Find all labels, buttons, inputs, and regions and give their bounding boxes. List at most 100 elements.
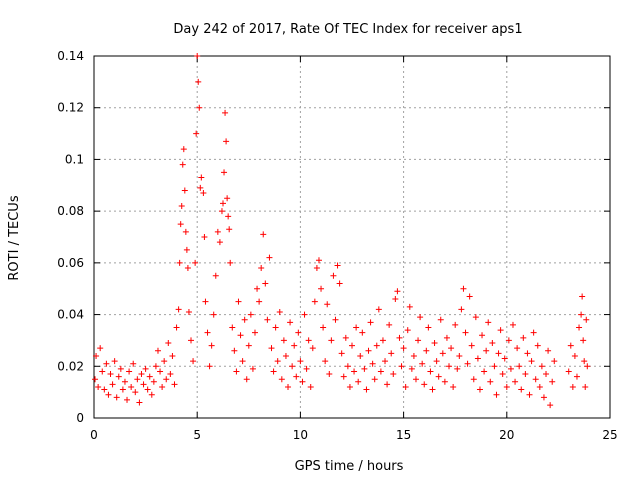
data-point [322, 358, 329, 365]
data-point [481, 368, 488, 375]
data-point [441, 378, 448, 385]
data-point [479, 332, 486, 339]
data-point [260, 231, 267, 238]
data-point [222, 109, 229, 116]
data-point [392, 296, 399, 303]
data-point [218, 208, 225, 215]
data-point [460, 285, 467, 292]
data-point [346, 383, 353, 390]
data-point [276, 308, 283, 315]
grid-lines [94, 56, 610, 418]
x-tick-label: 0 [90, 428, 98, 442]
data-point [171, 381, 178, 388]
data-point [569, 383, 576, 390]
data-point [132, 389, 139, 396]
data-point [377, 368, 384, 375]
data-point [204, 329, 211, 336]
data-point [216, 239, 223, 246]
data-point [489, 340, 496, 347]
data-point [382, 358, 389, 365]
data-point [245, 342, 252, 349]
data-point [462, 329, 469, 336]
data-point [241, 316, 248, 323]
data-point [579, 293, 586, 300]
data-point [582, 383, 589, 390]
data-point [184, 265, 191, 272]
data-point [446, 363, 453, 370]
data-point [384, 381, 391, 388]
data-point [320, 324, 327, 331]
data-point [223, 138, 230, 145]
data-point [157, 368, 164, 375]
data-point [530, 329, 537, 336]
data-point [225, 213, 232, 220]
data-point [332, 316, 339, 323]
data-point [576, 324, 583, 331]
data-points [92, 53, 591, 409]
data-point [406, 303, 413, 310]
data-point [163, 376, 170, 383]
y-tick-label: 0.1 [65, 152, 84, 166]
data-point [464, 360, 471, 367]
data-point [198, 174, 205, 181]
data-point [485, 319, 492, 326]
data-point [518, 386, 525, 393]
data-point [318, 285, 325, 292]
data-point [375, 306, 382, 313]
data-point [487, 378, 494, 385]
data-point [415, 337, 422, 344]
data-point [412, 376, 419, 383]
data-point [124, 396, 131, 403]
data-point [107, 371, 114, 378]
data-point [103, 360, 110, 367]
data-point [545, 347, 552, 354]
data-point [495, 350, 502, 357]
data-point [512, 378, 519, 385]
data-point [214, 228, 221, 235]
data-point [206, 363, 213, 370]
data-point [254, 285, 261, 292]
data-point [297, 358, 304, 365]
data-point [433, 358, 440, 365]
x-tick-label: 25 [602, 428, 617, 442]
data-point [363, 386, 370, 393]
data-point [161, 358, 168, 365]
data-point [369, 360, 376, 367]
data-point [220, 200, 226, 207]
data-point [109, 381, 116, 388]
data-point [394, 288, 401, 295]
data-point [293, 373, 300, 380]
data-point [340, 373, 347, 380]
data-point [280, 337, 287, 344]
data-point [476, 386, 483, 393]
data-point [289, 363, 296, 370]
data-point [583, 316, 590, 323]
data-point [421, 381, 428, 388]
data-point [388, 350, 395, 357]
data-point [194, 53, 201, 59]
data-point [256, 298, 263, 305]
data-point [196, 104, 203, 111]
data-point [514, 345, 521, 352]
data-point [140, 381, 147, 388]
x-tick-label: 10 [293, 428, 308, 442]
data-point [201, 234, 208, 240]
data-point [278, 376, 285, 383]
data-point [138, 371, 145, 378]
data-point [272, 324, 279, 331]
data-point [224, 195, 231, 202]
data-point [285, 383, 292, 390]
data-point [239, 358, 246, 365]
data-point [437, 316, 444, 323]
data-point [159, 383, 166, 390]
data-point [526, 391, 533, 398]
data-point [136, 399, 143, 406]
data-point [371, 376, 378, 383]
data-point [458, 306, 465, 313]
data-point [419, 360, 426, 367]
data-point [101, 386, 108, 393]
data-point [165, 340, 172, 347]
data-point [334, 262, 341, 269]
data-point [534, 342, 541, 349]
data-point [235, 298, 242, 305]
